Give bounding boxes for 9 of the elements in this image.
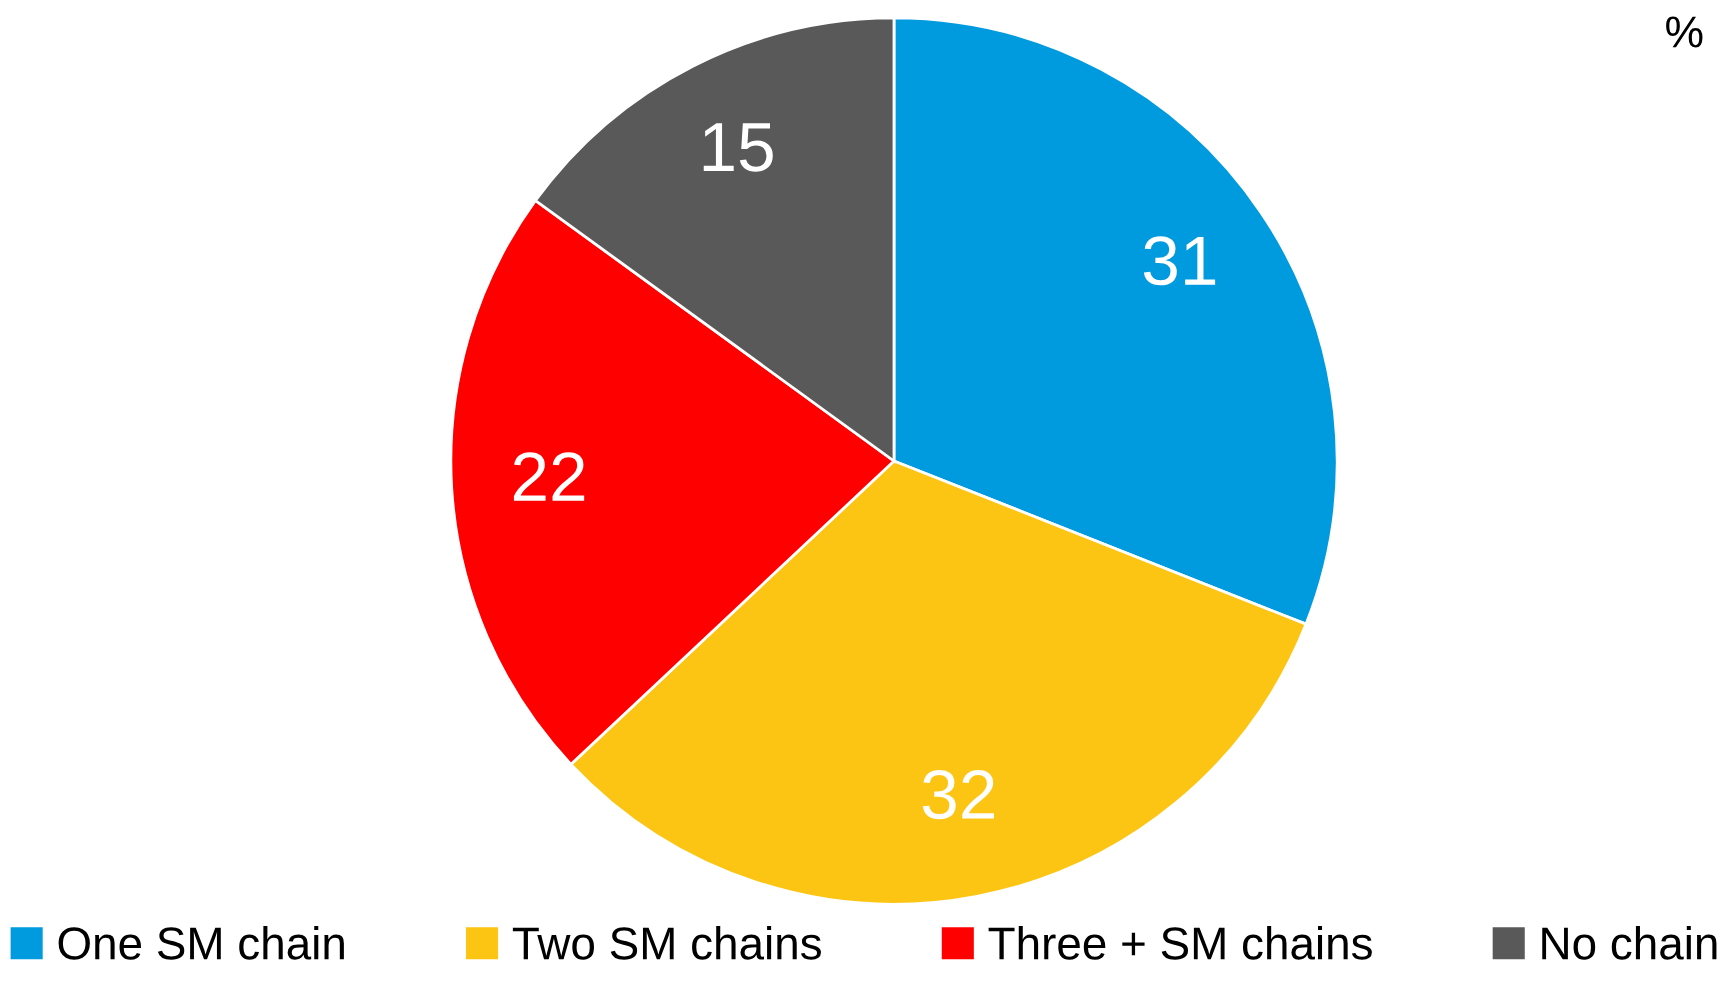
text: % — [1666, 16, 1703, 48]
legend-label: Two SM chains — [512, 926, 821, 960]
legend-label: No chain — [1542, 926, 1717, 960]
data-label: 32 — [922, 769, 994, 820]
data-label: 22 — [513, 452, 585, 501]
data-label: 31 — [1143, 236, 1216, 286]
data-label: 15 — [703, 123, 773, 172]
legend-label: One SM chain — [58, 926, 344, 960]
legend-label: Three + SM chains — [988, 926, 1372, 960]
